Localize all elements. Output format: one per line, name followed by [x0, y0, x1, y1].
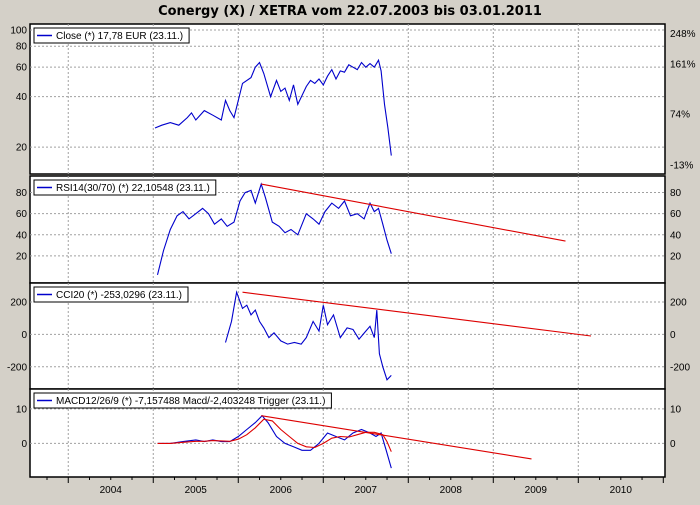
- series-line-trend: [261, 183, 566, 242]
- series-line-trigger: [157, 418, 392, 452]
- legend-label: CCI20 (*) -253,0296 (23.11.): [56, 290, 182, 301]
- y-tick-label-left: 0: [21, 439, 27, 450]
- y-tick-label-right: 0: [670, 439, 676, 450]
- legend-label: Close (*) 17,78 EUR (23.11.): [56, 31, 183, 42]
- y-tick-label-right: 200: [670, 297, 687, 308]
- series-line-trend: [261, 415, 532, 460]
- y-tick-label-left: 60: [16, 63, 28, 74]
- y-tick-label-right: 161%: [670, 60, 696, 71]
- legend-label: RSI14(30/70) (*) 22,10548 (23.11.): [56, 183, 210, 194]
- x-tick-label: 2005: [185, 485, 208, 496]
- y-tick-label-right: 248%: [670, 29, 696, 40]
- panel-frame: [29, 23, 666, 175]
- x-tick-label: 2009: [525, 485, 548, 496]
- x-tick-label: 2004: [100, 485, 123, 496]
- series-line-cci20: [224, 290, 392, 381]
- legend-box: [33, 392, 332, 409]
- x-tick-label: 2006: [270, 485, 293, 496]
- chart-title: Conergy (X) / XETRA vom 22.07.2003 bis 0…: [158, 4, 542, 19]
- legend-box: [33, 27, 190, 44]
- y-tick-label-left: 80: [16, 188, 28, 199]
- x-tick-label: 2007: [355, 485, 378, 496]
- legend: CCI20 (*) -253,0296 (23.11.): [33, 286, 189, 303]
- legend-box: [33, 179, 217, 196]
- legend: Close (*) 17,78 EUR (23.11.): [33, 27, 190, 44]
- legend: MACD12/26/9 (*) -7,157488 Macd/-2,403248…: [33, 392, 332, 409]
- y-tick-label-right: 10: [670, 404, 682, 415]
- y-tick-label-right: 60: [670, 209, 682, 220]
- panel-cci: 200 0 -200 200 0 -200 CCI20 (*) -253,0296 (23.…: [7, 282, 690, 390]
- panel-macd: 10 0 10 0 MACD12/26/9 (*) -7,157488 Macd/-2,…: [16, 388, 682, 478]
- y-tick-label-left: 80: [16, 42, 28, 53]
- y-tick-label-left: -200: [7, 362, 27, 373]
- y-tick-label-left: 40: [16, 230, 28, 241]
- series-line-close: [154, 58, 392, 156]
- legend: RSI14(30/70) (*) 22,10548 (23.11.): [33, 179, 217, 196]
- x-tick-label: 2010: [610, 485, 633, 496]
- x-tick-label: 2008: [440, 485, 463, 496]
- y-tick-label-right: 40: [670, 230, 682, 241]
- y-tick-label-left: 200: [10, 297, 27, 308]
- panel-price: 100 80 60 40 20 248% 161% 74% -13% Close (*) 17,7…: [10, 23, 696, 175]
- legend-label: MACD12/26/9 (*) -7,157488 Macd/-2,403248…: [56, 396, 325, 407]
- y-tick-label-left: 100: [10, 26, 27, 37]
- x-axis: 2004 2005 2006 2007 2008 2009 2010: [46, 477, 664, 496]
- series-line-trend: [242, 291, 592, 337]
- y-tick-label-right: 80: [670, 188, 682, 199]
- series-line-rsi14: [156, 182, 392, 276]
- y-tick-label-left: 10: [16, 404, 28, 415]
- y-tick-label-right: -200: [670, 362, 690, 373]
- y-tick-label-right: 20: [670, 251, 682, 262]
- panel-frame: [29, 175, 666, 284]
- y-tick-label-right: 74%: [670, 110, 690, 121]
- y-tick-label-left: 60: [16, 209, 28, 220]
- y-tick-label-left: 40: [16, 92, 28, 103]
- panel-rsi: 80 60 40 20 80 60 40 20 RSI14(30/70) (*) 22,1054…: [16, 175, 682, 284]
- y-tick-label-left: 0: [21, 330, 27, 341]
- y-tick-label-right: 0: [670, 330, 676, 341]
- y-tick-label-right: -13%: [670, 161, 693, 172]
- legend-box: [33, 286, 189, 303]
- y-tick-label-left: 20: [16, 251, 28, 262]
- y-tick-label-left: 20: [16, 143, 28, 154]
